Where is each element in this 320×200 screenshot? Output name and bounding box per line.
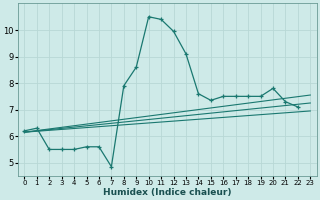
X-axis label: Humidex (Indice chaleur): Humidex (Indice chaleur) bbox=[103, 188, 232, 197]
